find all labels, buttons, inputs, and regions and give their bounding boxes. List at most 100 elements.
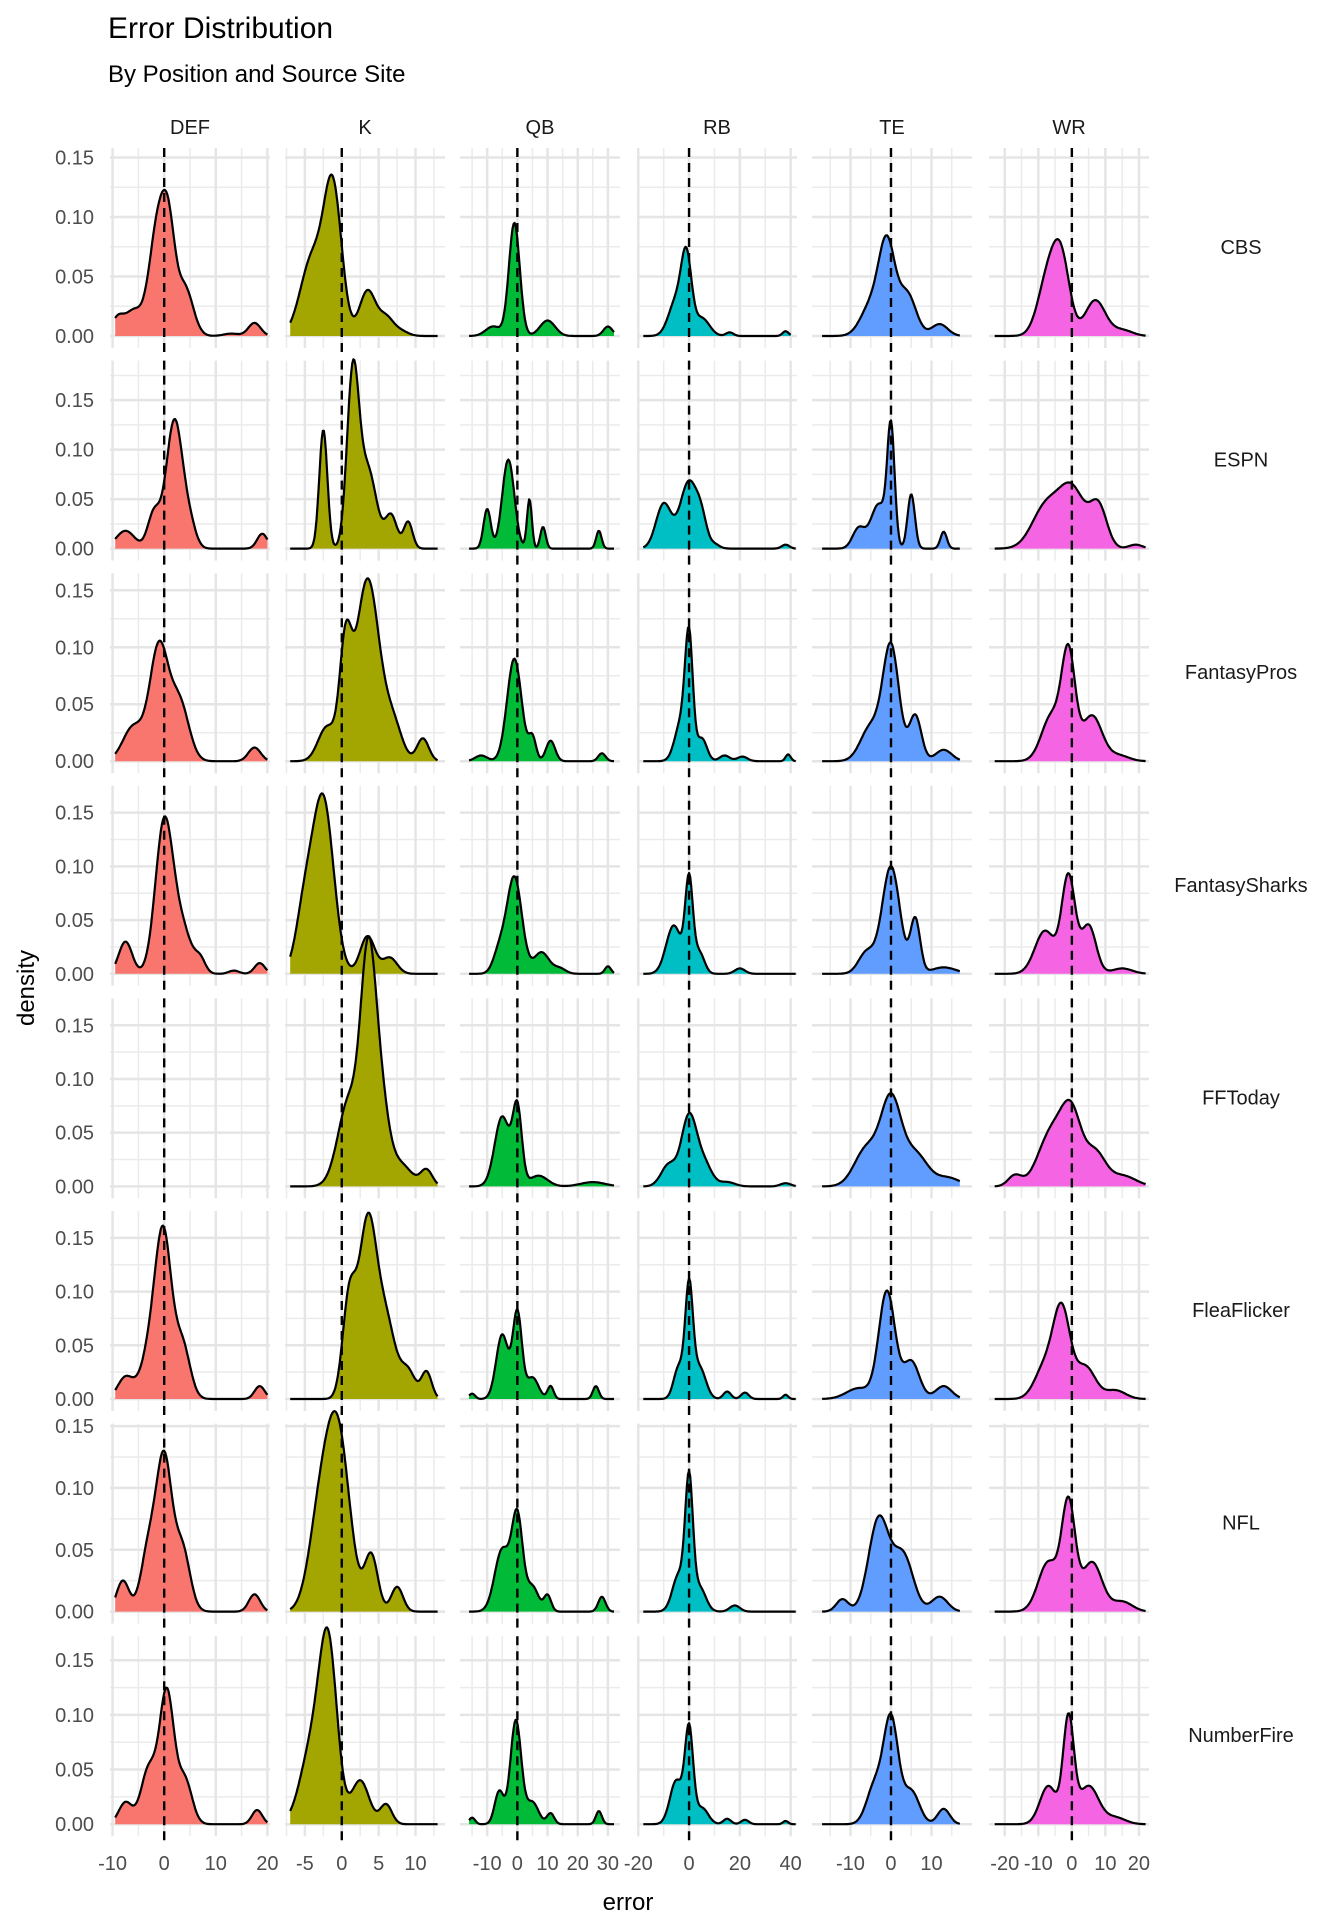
row-strip-label-fftoday: FFToday [1202,1087,1280,1109]
facet-panel-espn-k [285,358,445,565]
facet-panel-numberfire-wr: -20 -10 0 10 20 [989,1636,1150,1875]
facet-panel-nfl-def [110,1423,270,1628]
density-line [289,173,438,338]
facet-panel-fantasypros-rb [637,573,797,778]
x-tick-label: -5 [296,1853,314,1875]
facet-panel-fantasypros-def [110,573,270,778]
facet-panel-fftoday-k [285,935,445,1203]
facet-panel-espn-qb [460,360,620,565]
y-tick-label: 0.00 [55,1176,94,1198]
density-area [290,578,438,762]
y-tick-label: 0.10 [55,856,94,878]
density-area [115,1225,268,1399]
x-tick-label: -10 [836,1853,865,1875]
density-line [468,1718,614,1826]
y-tick-label: 0.10 [55,1705,94,1727]
row-strip-label-fantasysharks: FantasySharks [1174,875,1307,897]
y-tick-label: 0.15 [55,803,94,825]
y-tick-label: 0.00 [55,751,94,773]
facet-panel-fantasypros-k [285,573,445,778]
density-line [469,1099,615,1188]
density-line [643,1111,796,1188]
density-line [994,1098,1147,1188]
row-strip-label-fleaflicker: FleaFlicker [1192,1300,1290,1322]
facet-panel-fftoday-rb [637,998,797,1203]
facet-panel-numberfire-te: -10 0 10 [812,1636,972,1875]
density-line [114,815,269,975]
x-tick-label: 0 [512,1853,523,1875]
density-line [643,1469,796,1613]
column-strip-label-qb: QB [526,117,555,139]
facet-panel-fantasysharks-qb [460,785,620,990]
density-area [643,873,796,974]
density-line [114,1224,269,1401]
density-area [290,1212,438,1399]
chart-subtitle: By Position and Source Site [108,61,406,88]
x-tick-label: 0 [336,1853,347,1875]
facet-panel-fftoday-te [812,998,972,1203]
density-line [289,1410,438,1613]
facet-panel-numberfire-def: -10 0 10 20 [98,1636,279,1875]
facet-panel-fftoday-wr [989,998,1149,1203]
density-area [822,866,960,974]
x-tick-label: 10 [536,1853,558,1875]
column-strip-label-te: TE [879,117,905,139]
facet-panel-nfl-te [812,1423,972,1628]
x-tick-label: -10 [473,1853,502,1875]
density-line [290,577,439,763]
density-line [468,1308,614,1401]
density-area [115,419,268,549]
density-line [643,625,796,763]
density-line [994,872,1146,975]
y-tick-label: 0.15 [55,1416,94,1438]
density-line [643,245,792,338]
density-area [643,246,791,336]
y-tick-label: 0.05 [55,267,94,289]
x-tick-label: 0 [684,1853,695,1875]
density-area [994,482,1146,549]
y-tick-label: 0.00 [55,326,94,348]
density-area [115,1450,268,1612]
density-area [469,1508,614,1612]
y-tick-label: 0.05 [55,694,94,716]
density-line [643,1722,796,1826]
facet-panel-nfl-qb [460,1423,620,1628]
density-line [114,417,269,550]
x-axis-label: error [603,1889,654,1916]
x-tick-label: 10 [1094,1853,1116,1875]
density-line [114,639,268,763]
y-tick-label: 0.05 [55,1123,94,1145]
x-tick-label: 20 [729,1853,751,1875]
density-area [994,873,1146,974]
y-axis-label: density [13,950,40,1026]
density-area [115,816,268,974]
density-area [290,1627,438,1825]
density-area [115,640,268,762]
facet-panel-fantasypros-te [812,573,972,778]
density-line [994,1712,1146,1826]
y-tick-label: 0.00 [55,964,94,986]
facet-grid: DEF K QB RB TE WR CBS 0.00 0.05 0.10 0.15 ESPN 0.00 0… [55,117,1308,1875]
density-area [290,174,438,336]
y-tick-label: 0.15 [55,148,94,170]
density-area [643,1113,796,1187]
density-area [469,1309,614,1399]
facet-panel-fleaflicker-k [285,1211,445,1415]
density-area [469,658,614,762]
density-line [468,657,615,763]
facet-panel-fantasysharks-rb [637,785,797,990]
facet-panel-nfl-k [285,1410,445,1628]
density-area [994,239,1146,336]
density-area [822,1290,960,1399]
y-tick-label: 0.05 [55,489,94,511]
row-strip-label-espn: ESPN [1214,450,1268,472]
facet-panel-fantasypros-qb [460,573,620,778]
facet-panel-fleaflicker-def [110,1211,270,1415]
density-area [643,1470,796,1612]
row-strip-label-nfl: NFL [1222,1513,1260,1535]
facet-panel-nfl-rb [637,1423,797,1628]
x-tick-label: 0 [159,1853,170,1875]
density-area [994,1713,1146,1825]
density-line [469,1507,614,1613]
